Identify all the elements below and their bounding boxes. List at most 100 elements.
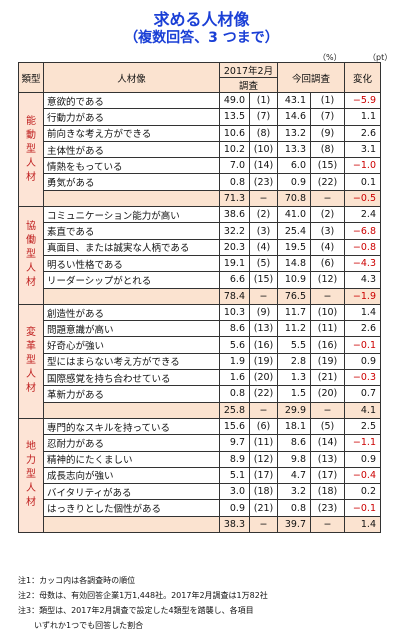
subtotal-current-rank: − — [310, 515, 345, 534]
value-current: 0.9 — [277, 173, 311, 191]
rank-current: (18) — [310, 483, 345, 501]
value-2017: 3.0 — [219, 483, 250, 501]
item-label: 精神的にたくましい — [43, 450, 220, 468]
subtotal-2017: 25.8 — [219, 401, 250, 419]
footnote-2: 注2：母数は、有効回答企業1万1,448社。2017年2月調査は1万82社 — [18, 591, 268, 600]
value-current: 19.5 — [277, 238, 311, 256]
table-row: リーダーシップがとれる 6.6 (15) 10.9 (12) 4.3 — [19, 271, 381, 289]
subtotal-change: 4.1 — [344, 401, 381, 419]
value-current: 13.3 — [277, 140, 311, 159]
type-label-text: 能動型人材 — [26, 115, 36, 183]
change-value: 0.9 — [344, 450, 381, 468]
change-value: −6.8 — [344, 222, 381, 240]
header-2017-sub: 調査 — [219, 77, 278, 93]
subtotal-2017-rank: − — [249, 189, 278, 208]
value-2017: 0.8 — [219, 173, 250, 191]
footnotes: 注1：カッコ内は各調査時の順位 注2：母数は、有効回答企業1万1,448社。20… — [18, 573, 268, 633]
change-value: 3.1 — [344, 140, 381, 159]
type-label: 地力型人材 — [18, 417, 44, 534]
change-value: 1.4 — [344, 303, 381, 322]
change-value: −0.4 — [344, 466, 381, 485]
value-current: 18.1 — [277, 417, 311, 436]
value-2017: 6.6 — [219, 271, 250, 289]
table-row: 素直である 32.2 (3) 25.4 (3) −6.8 — [19, 222, 381, 240]
footnote-3: 注3：類型は、2017年2月調査で設定した4類型を踏襲し、各項目 — [18, 606, 254, 615]
change-value: 0.1 — [344, 173, 381, 191]
rank-current: (9) — [310, 124, 345, 142]
table-row: 明るい性格である 19.1 (5) 14.8 (6) −4.3 — [19, 254, 381, 273]
rank-current: (10) — [310, 303, 345, 322]
rank-current: (14) — [310, 434, 345, 452]
subtotal-row: 78.4−76.5− −1.9 — [19, 287, 381, 305]
item-label: 革新力がある — [43, 385, 220, 403]
rank-2017: (15) — [249, 271, 278, 289]
rank-current: (8) — [310, 140, 345, 159]
value-2017: 32.2 — [219, 222, 250, 240]
rank-2017: (8) — [249, 124, 278, 142]
value-2017: 0.9 — [219, 499, 250, 517]
table-row: バイタリティがある 3.0 (18) 3.2 (18) 0.2 — [19, 483, 381, 501]
header-item: 人材像 — [43, 62, 220, 93]
item-label: 成長志向が強い — [43, 466, 220, 485]
value-current: 14.6 — [277, 108, 311, 126]
table-row: 情熱をもっている 7.0 (14) 6.0 (15) −1.0 — [19, 157, 381, 175]
value-2017: 13.5 — [219, 108, 250, 126]
item-label: 問題意識が高い — [43, 320, 220, 338]
subtotal-change: 1.4 — [344, 515, 381, 534]
rank-current: (3) — [310, 222, 345, 240]
table-row: 変革型人材 創造性がある 10.3 (9) 11.7 (10) 1.4 — [18, 303, 381, 419]
change-value: −0.1 — [344, 499, 381, 517]
subtotal-change: −0.5 — [344, 189, 381, 208]
type-label-text: 協働型人材 — [26, 221, 36, 289]
value-2017: 10.3 — [219, 303, 250, 322]
footnote-3-cont: いずれか1つでも回答した割合 — [18, 621, 144, 630]
subtotal-row: 25.8−29.9−4.1 — [19, 401, 381, 419]
table-row: 能動型人材 意欲的である 49.0 (1) 43.1 (1) −5.9 — [18, 91, 381, 208]
value-2017: 10.6 — [219, 124, 250, 142]
value-current: 1.5 — [277, 385, 311, 403]
rank-2017: (13) — [249, 320, 278, 338]
header-type: 類型 — [18, 62, 44, 93]
value-2017: 1.9 — [219, 352, 250, 371]
subtotal-current: 70.8 — [277, 189, 311, 208]
value-current: 13.2 — [277, 124, 311, 142]
value-2017: 0.8 — [219, 385, 250, 403]
value-current: 25.4 — [277, 222, 311, 240]
value-2017: 8.9 — [219, 450, 250, 468]
subtotal-2017: 78.4 — [219, 287, 250, 305]
value-current: 10.9 — [277, 271, 311, 289]
change-value: −1.0 — [344, 157, 381, 175]
rank-current: (6) — [310, 254, 345, 273]
value-2017: 7.0 — [219, 157, 250, 175]
rank-2017: (16) — [249, 336, 278, 354]
rank-2017: (22) — [249, 385, 278, 403]
table-row: 国際感覚を持ち合わせている 1.6 (20) 1.3 (21) −0.3 — [19, 369, 381, 387]
item-label: 創造性がある — [43, 303, 220, 322]
value-current: 11.2 — [277, 320, 311, 338]
change-value: 2.4 — [344, 206, 381, 224]
type-label-text: 変革型人材 — [26, 327, 36, 395]
rank-2017: (12) — [249, 450, 278, 468]
header-change: 変化 — [344, 62, 381, 93]
item-label: 主体性がある — [43, 140, 220, 159]
value-current: 41.0 — [277, 206, 311, 224]
subtotal-current-rank: − — [310, 287, 345, 305]
item-label: バイタリティがある — [43, 483, 220, 501]
table-row: はっきりとした個性がある 0.9 (21) 0.8 (23) −0.1 — [19, 499, 381, 517]
item-label: 行動力がある — [43, 108, 220, 126]
rank-current: (1) — [310, 91, 345, 110]
rank-current: (16) — [310, 336, 345, 354]
rank-current: (4) — [310, 238, 345, 256]
item-label: 国際感覚を持ち合わせている — [43, 369, 220, 387]
value-2017: 9.7 — [219, 434, 250, 452]
rank-2017: (17) — [249, 466, 278, 485]
subtotal-row: 38.3−39.7−1.4 — [19, 515, 381, 534]
rank-2017: (23) — [249, 173, 278, 191]
subtotal-2017: 38.3 — [219, 515, 250, 534]
subtotal-current: 29.9 — [277, 401, 311, 419]
rank-2017: (4) — [249, 238, 278, 256]
value-2017: 1.6 — [219, 369, 250, 387]
rank-2017: (20) — [249, 369, 278, 387]
value-2017: 10.2 — [219, 140, 250, 159]
item-label: 素直である — [43, 222, 220, 240]
